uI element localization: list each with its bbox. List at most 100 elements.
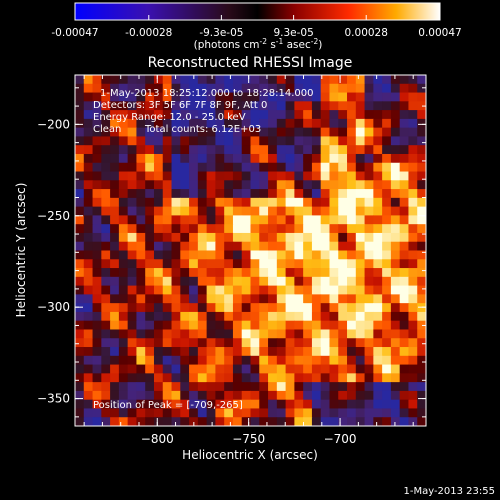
heatmap-cell [241,250,251,260]
heatmap-cell [259,153,269,164]
heatmap-cell [417,390,426,401]
heatmap-cell [206,180,216,190]
heatmap-cell [162,197,173,208]
heatmap-cell [329,311,339,322]
heatmap-cell [224,189,234,199]
heatmap-cell [171,75,181,85]
heatmap-cell [206,241,216,251]
heatmap-cell [241,180,251,190]
heatmap-cell [180,338,190,348]
colorbar-tick-label: 0.00047 [418,27,461,39]
heatmap-cell [373,162,383,173]
heatmap-cell [110,215,120,225]
heatmap-cell [276,224,287,234]
heatmap-cell [417,320,426,330]
heatmap-cell [382,189,392,199]
heatmap-cell [382,180,392,190]
heatmap-cell [364,241,374,251]
heatmap-cell [417,399,426,409]
heatmap-cell [364,110,374,120]
heatmap-cell [75,276,85,287]
heatmap-cell [399,268,409,278]
heatmap-cell [276,145,287,155]
heatmap-cell [145,136,155,146]
axis-ticks: −800 −750 −700−350−300−250−200 [37,75,426,446]
heatmap-cell [127,127,137,137]
heatmap-cell [259,303,269,313]
heatmap-cell [75,197,85,208]
heatmap-cell [355,355,366,366]
heatmap-cell [180,355,190,366]
heatmap-cell [276,127,287,137]
heatmap-cell [83,276,94,287]
heatmap-cell [136,329,146,339]
heatmap-cell [232,171,243,181]
heatmap-cell [101,417,111,426]
heatmap-cell [162,145,173,155]
heatmap-cell [294,329,304,339]
heatmap-cell [241,101,251,111]
heatmap-cell [311,171,322,181]
heatmap-cell [162,382,173,392]
heatmap-cell [268,153,278,164]
heatmap-cell [250,417,260,426]
heatmap-cell [206,408,216,418]
heatmap-cell [347,145,357,155]
heatmap-cell [171,408,181,418]
heatmap-cell [417,259,426,269]
heatmap-cell [303,382,313,392]
heatmap-cell [136,118,146,129]
heatmap-cell [382,224,392,234]
heatmap-cell [303,197,313,208]
heatmap-cell [390,355,401,366]
heatmap-cell [171,303,181,313]
heatmap-cell [110,320,120,330]
heatmap-cell [259,171,269,181]
heatmap-cell [136,355,146,366]
heatmap-cell [197,320,208,330]
heatmap-cell [355,101,366,111]
heatmap-cell [189,189,199,199]
heatmap-cell [259,145,269,155]
heatmap-cell [285,101,295,111]
heatmap-cell [276,162,287,173]
heatmap-cell [355,110,366,120]
heatmap-cell [171,241,181,251]
heatmap-cell [215,338,225,348]
heatmap-cell [241,320,251,330]
heatmap-cell [347,338,357,348]
heatmap-cell [382,215,392,225]
heatmap-cell [83,197,94,208]
heatmap-cell [241,408,251,418]
heatmap-cell [347,399,357,409]
heatmap-cell [320,338,330,348]
heatmap-cell [373,373,383,383]
heatmap-cell [320,382,330,392]
heatmap-cell [232,118,243,129]
heatmap-cell [364,259,374,269]
heatmap-cell [311,382,322,392]
heatmap-cell [294,338,304,348]
heatmap-cell [311,153,322,164]
heatmap-cell [373,232,383,243]
heatmap-cell [347,118,357,129]
heatmap-cell [101,101,111,111]
heatmap-cell [355,118,366,129]
heatmap-cell [311,162,322,173]
heatmap-cell [276,311,287,322]
heatmap-cell [347,303,357,313]
heatmap-cell [153,224,164,234]
heatmap-cell [153,294,164,304]
colorbar-ticks: -0.00047 -0.00028 -9.3e-05 9.3e-05 0.00028 0.… [51,15,462,39]
heatmap-cell [417,189,426,199]
heatmap-cell [197,180,208,190]
heatmap-cell [320,417,330,426]
heatmap-cell [162,364,173,374]
heatmap-cell [224,232,234,243]
heatmap-cell [224,417,234,426]
heatmap-cell [118,268,129,278]
heatmap-cell [355,311,366,322]
heatmap-cell [250,241,260,251]
heatmap-cell [127,145,137,155]
heatmap-cell [145,250,155,260]
